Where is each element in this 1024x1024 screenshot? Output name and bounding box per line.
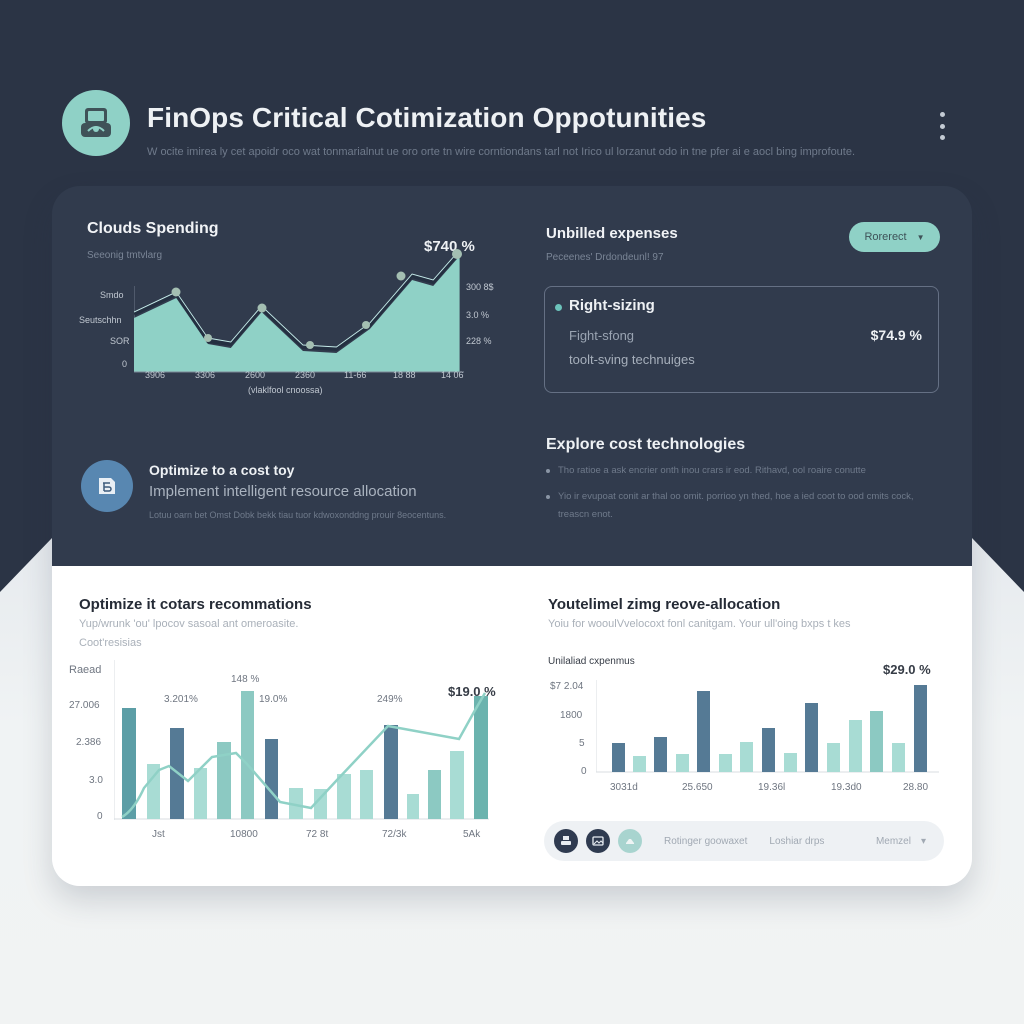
optimize-subtitle: Implement intelligent resource allocatio… bbox=[149, 483, 417, 500]
optimize-title: Optimize to a cost toy bbox=[149, 462, 295, 478]
x-label: 3306 bbox=[195, 370, 216, 380]
x-label: 18 88 bbox=[393, 370, 416, 380]
unbilled-subtitle: Peceenes' Drdondeunl! 97 bbox=[546, 252, 664, 263]
page-title: FinOps Critical Cotimization Oppotunitie… bbox=[147, 102, 707, 133]
x-label: 19.36l bbox=[758, 782, 786, 793]
chevron-down-icon: ▼ bbox=[916, 232, 925, 242]
chevron-down-icon: ▾ bbox=[920, 835, 926, 847]
x-label: 10800 bbox=[230, 829, 258, 840]
page-header: FinOps Critical Cotimization Oppotunitie… bbox=[62, 90, 962, 170]
x-label: 5Ak bbox=[463, 829, 481, 840]
right-axis-label: 228 % bbox=[466, 336, 492, 346]
y-tick: 2.386 bbox=[76, 737, 102, 748]
kebab-menu-icon[interactable] bbox=[934, 108, 950, 144]
x-axis-caption: (vlaklfool cnoossa) bbox=[248, 385, 323, 395]
svg-text:19.0%: 19.0% bbox=[259, 694, 287, 705]
y-tick: 5 bbox=[579, 738, 585, 749]
y-tick: 1800 bbox=[560, 710, 583, 721]
x-label: 2360 bbox=[295, 370, 316, 380]
period-dropdown[interactable]: Rorerect ▼ bbox=[849, 222, 940, 252]
cloud-icon[interactable] bbox=[618, 829, 642, 853]
status-dot-icon bbox=[555, 304, 562, 311]
allocation-subtitle: Yoiu for wooulVvelocoxt fonl canitgam. Y… bbox=[548, 618, 851, 630]
svg-text:148 %: 148 % bbox=[231, 674, 259, 685]
recommendations-subtitle: Yup/wrunk 'ou' lpocov sasoal ant omeroas… bbox=[79, 618, 299, 630]
document-icon bbox=[81, 460, 133, 512]
y-label: SOR bbox=[110, 336, 130, 346]
right-sizing-card[interactable]: Right-sizing Fight-sfong toolt-sving tec… bbox=[544, 286, 939, 393]
x-label: 72 8t bbox=[306, 829, 329, 840]
right-sizing-line: Fight-sfong bbox=[569, 328, 635, 343]
x-label: 28.80 bbox=[903, 782, 929, 793]
y-label: Seutschhn bbox=[79, 315, 122, 325]
recommendations-subtitle-2: Coot'resisias bbox=[79, 637, 142, 649]
svg-text:249%: 249% bbox=[377, 694, 403, 705]
allocation-chart-label: Unilaliad cxpenmus bbox=[548, 656, 635, 667]
y-axis-title: Raead bbox=[69, 664, 102, 676]
x-label: 11-66 bbox=[344, 370, 367, 380]
right-sizing-line: toolt-sving technuiges bbox=[569, 352, 695, 367]
print-icon[interactable] bbox=[554, 829, 578, 853]
x-label: 3906 bbox=[145, 370, 166, 380]
dropdown-label: Rorerect bbox=[864, 231, 907, 243]
unbilled-title: Unbilled expenses bbox=[546, 225, 678, 242]
x-label: 25.650 bbox=[682, 782, 713, 793]
svg-text:3.201%: 3.201% bbox=[164, 694, 198, 705]
x-label: 2600 bbox=[245, 370, 266, 380]
select-label: Memzel bbox=[875, 835, 911, 847]
right-sizing-value: $74.9 % bbox=[870, 327, 922, 343]
cloud-spending-headline: $740 % bbox=[424, 238, 475, 255]
toolbar-link-2[interactable]: Loshiar drps bbox=[769, 835, 825, 847]
optimize-description: Lotuu oarn bet Omst Dobk bekk tiau tuor … bbox=[149, 510, 447, 520]
x-label: 72/3k bbox=[382, 829, 407, 840]
card-dark-section: Clouds Spending Seeonig tmtvlarg $740 % … bbox=[52, 186, 972, 566]
cloud-spending-area-chart bbox=[134, 249, 464, 373]
right-axis-label: 3.0 % bbox=[466, 310, 490, 320]
allocation-title: Youtelimel zimg reove-allocation bbox=[548, 596, 781, 613]
card-light-section: Optimize it cotars recommations Yup/wrun… bbox=[52, 566, 972, 886]
cloud-spending-title: Clouds Spending bbox=[87, 220, 219, 237]
y-tick: 0 bbox=[97, 811, 103, 822]
bullet-item: Tho ratioe a ask encrier onth inou crars… bbox=[546, 462, 936, 480]
recommendations-bar-chart: 3.201% 148 % 19.0% 249% bbox=[114, 660, 489, 820]
recommendations-title: Optimize it cotars recommations bbox=[79, 596, 312, 613]
dashboard-card: Clouds Spending Seeonig tmtvlarg $740 % … bbox=[52, 186, 972, 886]
page-subtitle: W ocite imirea ly cet apoidr oco wat ton… bbox=[147, 146, 856, 158]
y-tick: 27.006 bbox=[69, 700, 100, 711]
bottom-toolbar: Rotinger goowaxet Loshiar drps Memzel ▾ bbox=[544, 821, 944, 861]
y-tick: 0 bbox=[581, 766, 587, 777]
toolbar-select[interactable]: Memzel ▾ bbox=[876, 836, 926, 847]
y-label: Smdo bbox=[100, 290, 124, 300]
explore-bullet-list: Tho ratioe a ask encrier onth inou crars… bbox=[546, 462, 936, 532]
recommendations-annotation: $19.0 % bbox=[448, 684, 496, 699]
y-label: 0 bbox=[122, 359, 128, 369]
y-tick: 3.0 bbox=[89, 775, 103, 786]
right-sizing-title: Right-sizing bbox=[569, 297, 655, 314]
bullet-item: Yio ir evupoat conit ar thal oo omit. po… bbox=[546, 488, 936, 524]
laptop-plant-icon bbox=[62, 90, 130, 156]
toolbar-link-1[interactable]: Rotinger goowaxet bbox=[664, 835, 748, 847]
allocation-bar-chart bbox=[596, 680, 939, 773]
explore-title: Explore cost technologies bbox=[546, 436, 746, 453]
x-label: 14 06 bbox=[441, 370, 464, 380]
x-label: 3031d bbox=[610, 782, 638, 793]
right-axis-label: 300 8$ bbox=[466, 282, 494, 292]
x-label: 19.3d0 bbox=[831, 782, 862, 793]
x-label: Jst bbox=[152, 829, 165, 840]
allocation-annotation: $29.0 % bbox=[883, 662, 931, 677]
y-tick: $7 2.04 bbox=[550, 681, 584, 692]
image-icon[interactable] bbox=[586, 829, 610, 853]
cloud-spending-subtitle: Seeonig tmtvlarg bbox=[87, 250, 163, 261]
